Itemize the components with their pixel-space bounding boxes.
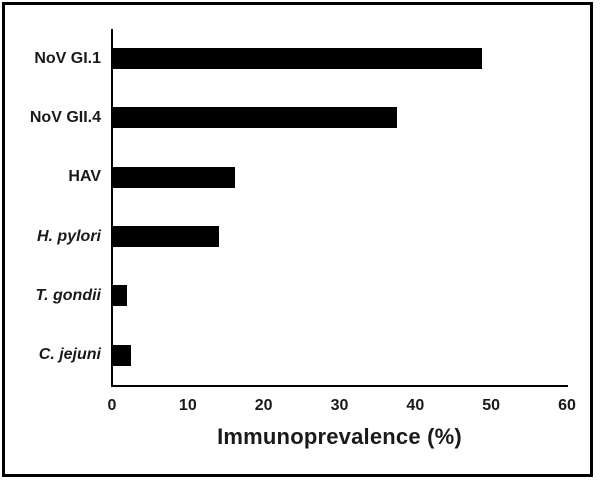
x-tick-label: 10 — [178, 397, 197, 414]
x-tick-label: 50 — [482, 397, 501, 414]
bar-h-pylori — [113, 226, 220, 248]
bar-nov-gii-4 — [113, 107, 398, 129]
category-label: NoV GI.1 — [34, 49, 101, 67]
category-label: H. pylori — [36, 227, 101, 245]
x-tick-label: 60 — [558, 397, 576, 414]
bar-band — [113, 148, 568, 207]
bar-band — [113, 326, 568, 385]
bar-t-gondii — [113, 285, 128, 307]
bar-band — [113, 29, 568, 88]
plot-area — [111, 29, 568, 387]
bar-band — [113, 207, 568, 266]
x-axis-title: Immunoprevalence (%) — [217, 424, 462, 449]
category-labels: NoV GI.1 NoV GII.4 HAV H. pylori T. gondii C.… — [0, 29, 101, 385]
x-tick-label: 20 — [254, 397, 273, 414]
category-label: NoV GII.4 — [29, 108, 101, 126]
bar-nov-gi-1 — [113, 48, 483, 70]
x-tick-label: 0 — [107, 397, 117, 414]
bar-band — [113, 88, 568, 147]
category-label: T. gondii — [35, 286, 101, 304]
bar-hav — [113, 166, 236, 188]
category-label: HAV — [68, 168, 101, 186]
x-tick-label: 40 — [406, 397, 425, 414]
figure-border — [2, 2, 593, 477]
bar-band — [113, 266, 568, 325]
bar-c-jejuni — [113, 344, 132, 366]
x-tick-label: 30 — [330, 397, 349, 414]
x-axis-ticks: 0 10 20 30 40 50 60 — [108, 397, 576, 417]
category-label: C. jejuni — [38, 346, 101, 364]
